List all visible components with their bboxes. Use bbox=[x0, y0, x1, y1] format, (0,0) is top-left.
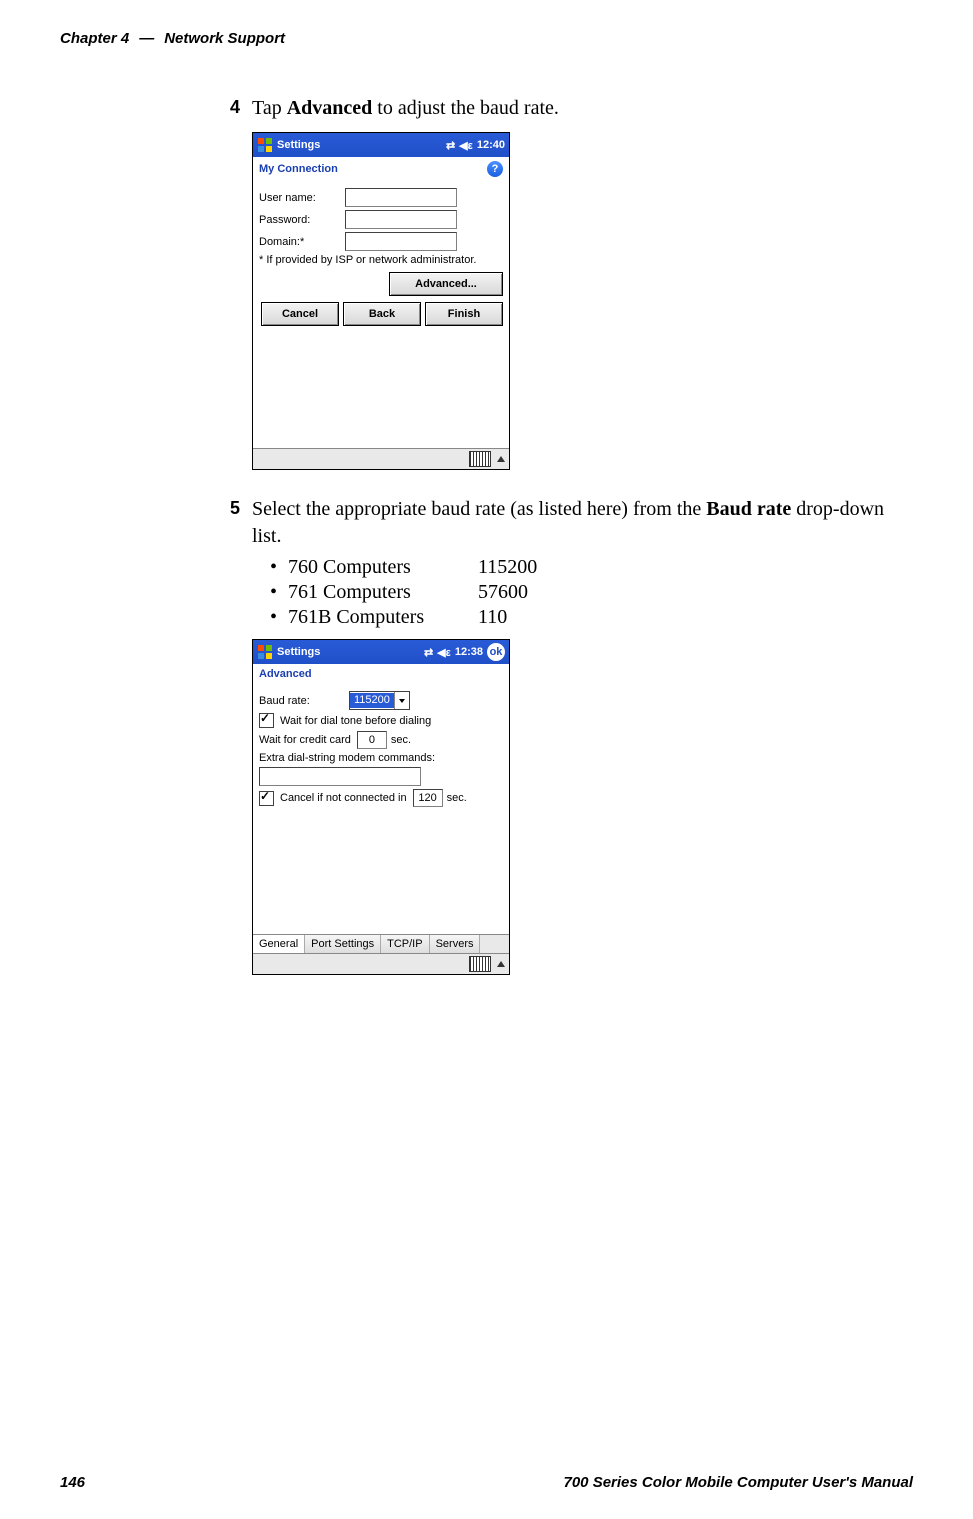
username-input[interactable] bbox=[345, 188, 457, 207]
bullet-icon: • bbox=[270, 606, 288, 629]
bullet-icon: • bbox=[270, 556, 288, 579]
screenshot-my-connection: Settings ⇄ ◀ε 12:40 My Connection ? User… bbox=[252, 132, 890, 470]
subheader-title-2: Advanced bbox=[259, 668, 312, 680]
running-header: Chapter 4 — Network Support bbox=[60, 30, 913, 47]
tab-general[interactable]: General bbox=[253, 935, 305, 953]
titlebar-title-2: Settings bbox=[277, 646, 424, 658]
wait-dial-label: Wait for dial tone before dialing bbox=[280, 715, 431, 727]
tab-tcpip[interactable]: TCP/IP bbox=[381, 935, 429, 953]
username-label: User name: bbox=[259, 192, 345, 204]
step-4: 4 Tap Advanced to adjust the baud rate. bbox=[230, 95, 890, 122]
cancel-connect-input[interactable]: 120 bbox=[413, 789, 443, 807]
tab-servers[interactable]: Servers bbox=[430, 935, 481, 953]
password-input[interactable] bbox=[345, 210, 457, 229]
bullet-2-label: 761B Computers bbox=[288, 606, 478, 629]
bullet-0-value: 115200 bbox=[478, 556, 537, 579]
wait-dial-checkbox[interactable] bbox=[259, 713, 274, 728]
sip-bar-1 bbox=[253, 448, 509, 469]
bullet-1-label: 761 Computers bbox=[288, 581, 478, 604]
baud-rate-dropdown[interactable]: 115200 bbox=[349, 691, 410, 710]
conn-icon: ⇄ bbox=[424, 646, 433, 659]
subheader-1: My Connection ? bbox=[253, 157, 509, 181]
section-label: Network Support bbox=[164, 30, 285, 47]
step-5-bold: Baud rate bbox=[706, 498, 791, 520]
subheader-2: Advanced bbox=[253, 664, 509, 684]
titlebar-2: Settings ⇄ ◀ε 12:38 ok bbox=[253, 640, 509, 664]
manual-title: 700 Series Color Mobile Computer User's … bbox=[564, 1474, 914, 1491]
bullet-1-value: 57600 bbox=[478, 581, 528, 604]
up-arrow-icon[interactable] bbox=[497, 961, 505, 967]
sip-bar-2 bbox=[253, 953, 509, 974]
clock-2: 12:38 bbox=[455, 646, 483, 658]
bullet-2-value: 110 bbox=[478, 606, 507, 629]
step-5-pre: Select the appropriate baud rate (as lis… bbox=[252, 498, 706, 520]
cancel-connect-unit: sec. bbox=[447, 792, 467, 804]
wait-credit-input[interactable]: 0 bbox=[357, 731, 387, 749]
baud-bullet-list: • 760 Computers 115200 • 761 Computers 5… bbox=[270, 556, 890, 629]
tab-port-settings[interactable]: Port Settings bbox=[305, 935, 381, 953]
list-item: • 761B Computers 110 bbox=[270, 606, 890, 629]
isp-note: * If provided by ISP or network administ… bbox=[259, 254, 503, 266]
step-4-text: Tap Advanced to adjust the baud rate. bbox=[252, 95, 890, 122]
list-item: • 761 Computers 57600 bbox=[270, 581, 890, 604]
conn-icon: ⇄ bbox=[446, 139, 455, 152]
step-5-text: Select the appropriate baud rate (as lis… bbox=[252, 496, 890, 550]
baud-rate-value: 115200 bbox=[350, 693, 394, 708]
chevron-down-icon bbox=[394, 692, 409, 709]
speaker-icon: ◀ε bbox=[437, 646, 451, 659]
wait-credit-label: Wait for credit card bbox=[259, 734, 351, 746]
finish-button[interactable]: Finish bbox=[425, 302, 503, 326]
wait-credit-unit: sec. bbox=[391, 734, 411, 746]
list-item: • 760 Computers 115200 bbox=[270, 556, 890, 579]
chapter-label: Chapter 4 bbox=[60, 30, 129, 47]
extra-dial-input[interactable] bbox=[259, 767, 421, 786]
titlebar-1: Settings ⇄ ◀ε 12:40 bbox=[253, 133, 509, 157]
step-5: 5 Select the appropriate baud rate (as l… bbox=[230, 496, 890, 550]
cancel-connect-label: Cancel if not connected in bbox=[280, 792, 407, 804]
bullet-icon: • bbox=[270, 581, 288, 604]
clock-1: 12:40 bbox=[477, 139, 505, 151]
windows-flag-icon bbox=[257, 644, 273, 660]
keyboard-icon[interactable] bbox=[469, 451, 491, 467]
domain-input[interactable] bbox=[345, 232, 457, 251]
speaker-icon: ◀ε bbox=[459, 139, 473, 152]
step-4-pre: Tap bbox=[252, 97, 287, 119]
bullet-0-label: 760 Computers bbox=[288, 556, 478, 579]
windows-flag-icon bbox=[257, 137, 273, 153]
help-icon[interactable]: ? bbox=[487, 161, 503, 177]
extra-dial-label: Extra dial-string modem commands: bbox=[259, 752, 435, 764]
cancel-button[interactable]: Cancel bbox=[261, 302, 339, 326]
step-5-number: 5 bbox=[230, 496, 252, 550]
step-4-number: 4 bbox=[230, 95, 252, 122]
keyboard-icon[interactable] bbox=[469, 956, 491, 972]
advanced-button[interactable]: Advanced... bbox=[389, 272, 503, 296]
screenshot-advanced: Settings ⇄ ◀ε 12:38 ok Advanced Baud rat… bbox=[252, 639, 890, 975]
password-label: Password: bbox=[259, 214, 345, 226]
subheader-title-1: My Connection bbox=[259, 163, 338, 175]
page-footer: 146 700 Series Color Mobile Computer Use… bbox=[60, 1474, 913, 1491]
back-button[interactable]: Back bbox=[343, 302, 421, 326]
baud-rate-label: Baud rate: bbox=[259, 695, 349, 707]
tab-bar: General Port Settings TCP/IP Servers bbox=[253, 934, 509, 953]
ok-button[interactable]: ok bbox=[487, 643, 505, 661]
step-4-post: to adjust the baud rate. bbox=[372, 97, 559, 119]
cancel-connect-checkbox[interactable] bbox=[259, 791, 274, 806]
titlebar-title-1: Settings bbox=[277, 139, 446, 151]
header-dash: — bbox=[139, 30, 154, 47]
domain-label: Domain:* bbox=[259, 236, 345, 248]
page-number: 146 bbox=[60, 1474, 85, 1491]
up-arrow-icon[interactable] bbox=[497, 456, 505, 462]
step-4-bold: Advanced bbox=[287, 97, 373, 119]
